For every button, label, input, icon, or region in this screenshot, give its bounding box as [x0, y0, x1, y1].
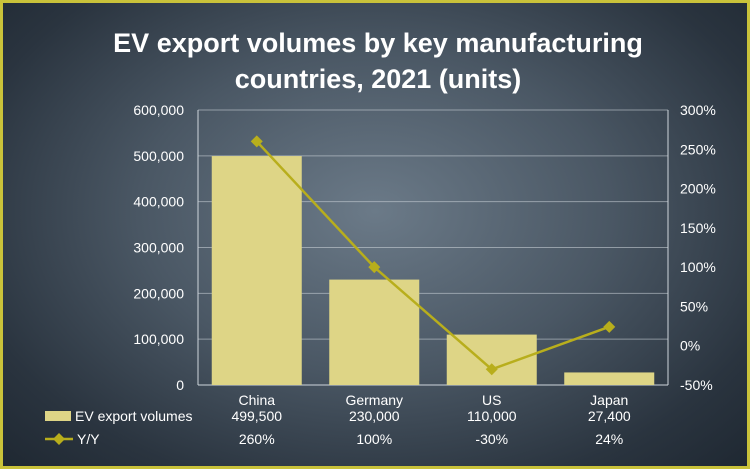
data-table-yy-value: -30% [475, 431, 508, 447]
y-left-tick-label: 200,000 [133, 285, 184, 301]
chart-title: EV export volumes by key manufacturing c… [113, 28, 643, 94]
data-table-bar-value: 110,000 [467, 408, 517, 424]
y-left-tick-label: 300,000 [133, 240, 184, 256]
bar [329, 279, 420, 385]
data-table-bar-value: 230,000 [349, 408, 400, 424]
chart-plot: 0 100,000 200,000 300,000 400,000 500,000 600,… [45, 102, 716, 447]
bar [564, 372, 655, 385]
x-tick-label: Japan [590, 392, 628, 408]
yy-marker [250, 135, 263, 148]
y-left-tick-label: 400,000 [133, 194, 184, 210]
x-tick-label: Germany [345, 392, 403, 408]
y-left-tick-label: 100,000 [133, 331, 184, 347]
data-table-yy-value: 24% [595, 431, 623, 447]
y-left-tick-label: 0 [176, 377, 184, 393]
legend-line-marker [53, 433, 65, 445]
y-right-tick-label: -50% [680, 377, 713, 393]
y-right-tick-label: 250% [680, 141, 716, 157]
y-left-tick-label: 600,000 [133, 102, 184, 118]
bar [211, 156, 302, 385]
legend-bar-swatch [45, 411, 71, 421]
yy-marker [603, 320, 616, 333]
yy-line [255, 140, 610, 371]
data-table-yy-value: 260% [239, 431, 275, 447]
yy-marker [485, 363, 498, 376]
y-right-tick-label: 150% [680, 220, 716, 236]
legend-bar-label: EV export volumes [75, 408, 193, 424]
y-right-tick-label: 200% [680, 181, 716, 197]
y-right-tick-label: 50% [680, 298, 708, 314]
data-table-yy-value: 100% [356, 431, 392, 447]
y-right-tick-label: 100% [680, 259, 716, 275]
legend-line-label: Y/Y [77, 431, 100, 447]
data-table-bar-value: 499,500 [231, 408, 282, 424]
yy-marker [368, 261, 381, 274]
x-tick-label: China [238, 392, 275, 408]
data-table-bar-value: 27,400 [588, 408, 631, 424]
y-right-tick-label: 0% [680, 338, 700, 354]
y-right-tick-label: 300% [680, 102, 716, 118]
y-left-tick-label: 500,000 [133, 148, 184, 164]
x-tick-label: US [482, 392, 501, 408]
